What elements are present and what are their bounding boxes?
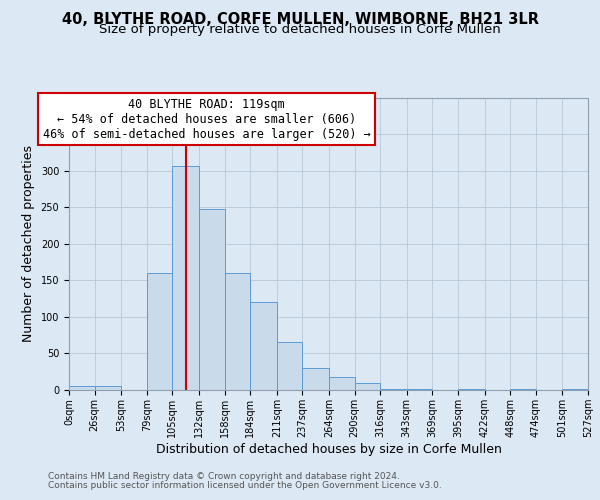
Bar [302,368,329,390]
X-axis label: Distribution of detached houses by size in Corfe Mullen: Distribution of detached houses by size … [155,442,502,456]
Bar [329,377,355,390]
Text: Contains public sector information licensed under the Open Government Licence v3: Contains public sector information licen… [48,481,442,490]
Bar [199,210,224,390]
Bar [380,388,407,390]
Bar [277,342,302,390]
Bar [224,273,250,390]
Text: Contains HM Land Registry data © Crown copyright and database right 2024.: Contains HM Land Registry data © Crown c… [48,472,400,481]
Bar [69,386,95,390]
Bar [95,386,121,390]
Bar [250,302,277,390]
Text: 40, BLYTHE ROAD, CORFE MULLEN, WIMBORNE, BH21 3LR: 40, BLYTHE ROAD, CORFE MULLEN, WIMBORNE,… [62,12,539,28]
Bar [172,166,199,390]
Y-axis label: Number of detached properties: Number of detached properties [22,145,35,342]
Text: Size of property relative to detached houses in Corfe Mullen: Size of property relative to detached ho… [99,22,501,36]
Text: 40 BLYTHE ROAD: 119sqm
← 54% of detached houses are smaller (606)
46% of semi-de: 40 BLYTHE ROAD: 119sqm ← 54% of detached… [43,98,370,140]
Bar [147,273,172,390]
Bar [355,382,380,390]
